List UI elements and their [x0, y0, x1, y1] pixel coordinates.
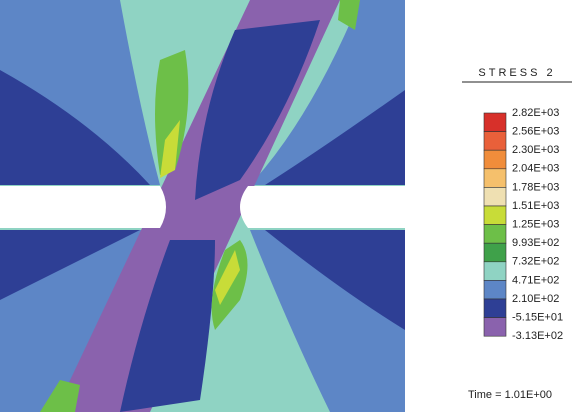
region — [338, 0, 360, 30]
legend-title: STRESS 2 — [478, 67, 555, 79]
region — [195, 20, 320, 200]
legend-swatch — [483, 280, 507, 300]
region — [265, 90, 405, 185]
region — [265, 230, 405, 330]
legend-swatch — [483, 112, 507, 132]
slot — [240, 186, 405, 228]
legend-label: 2.10E+02 — [512, 293, 559, 305]
legend-label: 2.82E+03 — [512, 107, 559, 119]
legend-label: 7.32E+02 — [512, 256, 559, 268]
legend: 2.82E+03 2.56E+03 2.30E+03 2.04E+03 1.78E+03… — [483, 107, 563, 342]
legend-swatch — [483, 205, 507, 225]
legend-swatch — [483, 261, 507, 281]
legend-label: 1.78E+03 — [512, 181, 559, 193]
region — [40, 380, 80, 412]
legend-label: 4.71E+02 — [512, 274, 559, 286]
legend-swatch — [483, 168, 507, 188]
legend-label: 2.04E+03 — [512, 163, 559, 175]
legend-swatch — [483, 224, 507, 244]
region — [215, 250, 240, 305]
legend-label: 1.25E+03 — [512, 219, 559, 231]
legend-label: 9.93E+02 — [512, 237, 559, 249]
legend-swatch — [483, 317, 507, 337]
legend-label: 2.30E+03 — [512, 144, 559, 156]
region — [0, 70, 150, 185]
legend-label: 1.51E+03 — [512, 200, 559, 212]
region — [160, 120, 180, 178]
time-label: Time = 1.01E+00 — [468, 389, 552, 401]
legend-label: 2.56E+03 — [512, 126, 559, 138]
region — [120, 240, 215, 412]
region — [0, 230, 140, 300]
legend-swatch — [483, 298, 507, 318]
legend-swatch — [483, 149, 507, 170]
legend-swatch — [483, 187, 507, 207]
legend-swatch — [483, 131, 507, 151]
legend-label: -5.15E+01 — [512, 312, 563, 324]
region — [155, 50, 189, 175]
contour-plot — [0, 0, 405, 412]
legend-label: -3.13E+02 — [512, 330, 563, 342]
slot — [0, 186, 166, 228]
legend-swatch — [483, 242, 507, 263]
